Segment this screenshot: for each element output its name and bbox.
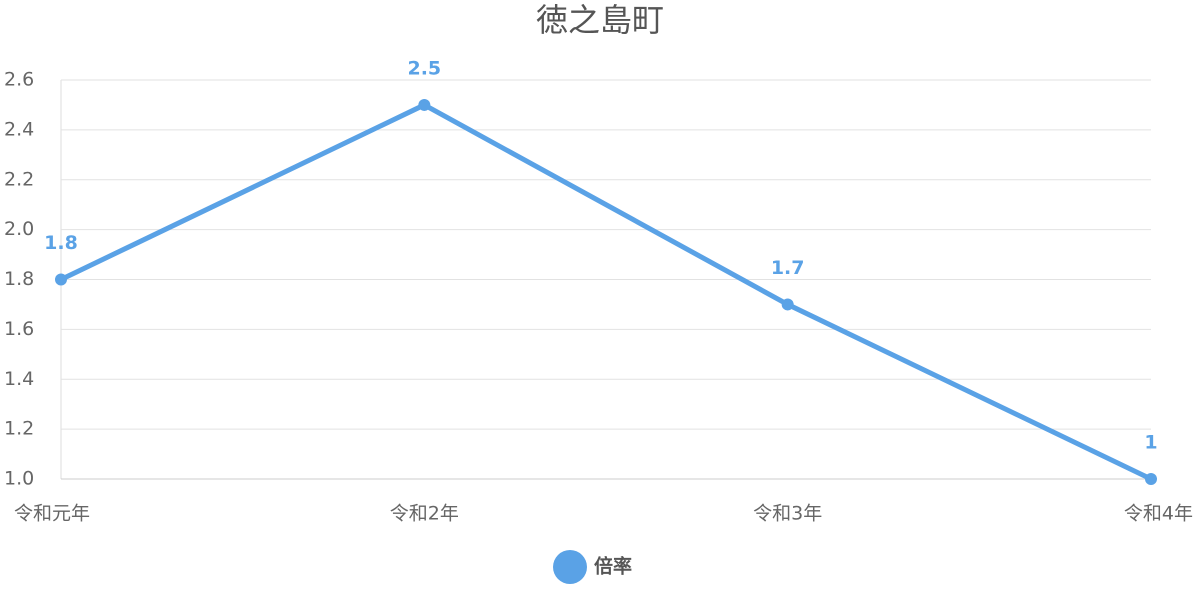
data-label: 1 (1144, 432, 1157, 454)
y-tick-label: 2.2 (4, 168, 34, 190)
legend-marker (553, 550, 587, 584)
data-label: 1.7 (771, 257, 805, 279)
data-point (781, 298, 794, 311)
x-tick-label: 令和2年 (390, 503, 459, 525)
y-tick-label: 1.4 (4, 368, 34, 390)
data-label: 1.8 (44, 232, 78, 254)
y-tick-label: 1.8 (4, 268, 34, 290)
y-tick-label: 2.0 (4, 218, 34, 240)
x-tick-label: 令和元年 (14, 503, 90, 525)
x-tick-label: 令和3年 (753, 503, 822, 525)
y-tick-label: 2.4 (4, 118, 34, 140)
y-tick-label: 1.0 (4, 468, 34, 490)
y-tick-label: 2.6 (4, 69, 34, 91)
data-point (1145, 473, 1157, 485)
data-point (55, 273, 67, 286)
chart-title: 徳之島町 (536, 1, 664, 39)
data-label: 2.5 (407, 57, 441, 79)
series-line (59, 102, 1153, 482)
data-point (418, 98, 431, 111)
y-tick-label: 1.6 (4, 318, 34, 340)
x-tick-label: 令和4年 (1124, 503, 1193, 525)
y-tick-label: 1.2 (4, 418, 34, 440)
legend-label: 倍率 (594, 555, 632, 578)
